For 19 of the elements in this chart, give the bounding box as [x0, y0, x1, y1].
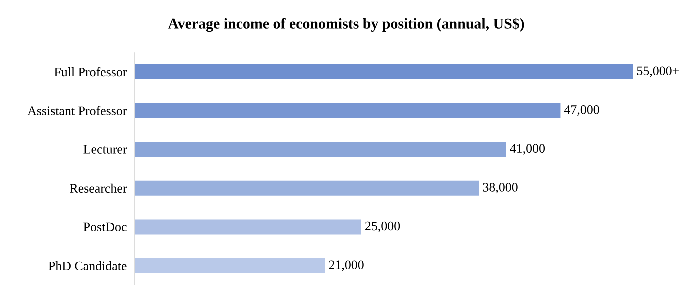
y-tick-label: Full Professor — [54, 67, 128, 77]
y-tick-label: Lecturer — [84, 145, 128, 154]
data-label: 55,000+ — [637, 66, 679, 78]
data-label: 38,000 — [483, 183, 518, 194]
y-tick-label: Assistant Professor — [28, 106, 128, 116]
bar — [135, 103, 561, 118]
bar — [135, 220, 362, 235]
data-label: 25,000 — [366, 222, 400, 233]
y-tick-label: Researcher — [70, 184, 128, 193]
chart-title: Average income of economists by position (annual, US$) — [168, 18, 524, 32]
bar — [135, 180, 480, 196]
data-label: 21,000 — [329, 260, 364, 272]
bar — [135, 258, 326, 274]
data-label: 41,000 — [510, 144, 546, 155]
data-label: 47,000 — [564, 106, 600, 116]
bar — [135, 64, 634, 80]
y-tick-label: PostDoc — [84, 222, 127, 232]
bar — [135, 142, 506, 158]
y-tick-label: PhD Candidate — [48, 261, 127, 271]
